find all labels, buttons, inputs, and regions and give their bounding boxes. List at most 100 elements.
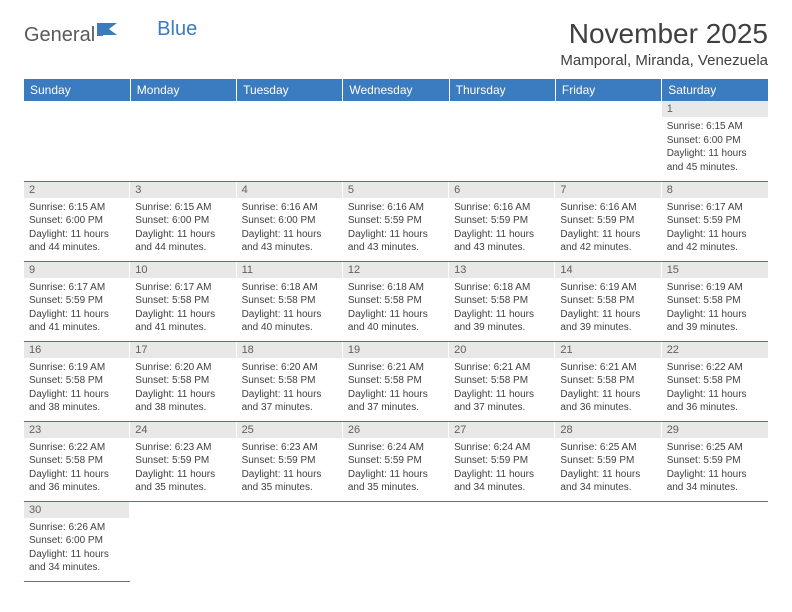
calendar-cell: 9Sunrise: 6:17 AMSunset: 5:59 PMDaylight…: [24, 261, 130, 341]
day-number: 22: [662, 342, 768, 358]
day-body: Sunrise: 6:21 AMSunset: 5:58 PMDaylight:…: [555, 358, 661, 418]
daylight-text: Daylight: 11 hours: [348, 388, 444, 402]
daylight-text: Daylight: 11 hours: [667, 147, 763, 161]
daylight-text: Daylight: 11 hours: [348, 468, 444, 482]
sunset-text: Sunset: 5:59 PM: [454, 214, 550, 228]
sunrise-text: Sunrise: 6:21 AM: [560, 361, 656, 375]
calendar-row: 1Sunrise: 6:15 AMSunset: 6:00 PMDaylight…: [24, 101, 768, 181]
day-number: 24: [130, 422, 236, 438]
daylight-text: and 39 minutes.: [454, 321, 550, 335]
day-number: 14: [555, 262, 661, 278]
sunrise-text: Sunrise: 6:20 AM: [242, 361, 338, 375]
calendar-body: 1Sunrise: 6:15 AMSunset: 6:00 PMDaylight…: [24, 101, 768, 581]
daylight-text: Daylight: 11 hours: [560, 308, 656, 322]
sunrise-text: Sunrise: 6:18 AM: [454, 281, 550, 295]
day-number: 2: [24, 182, 130, 198]
daylight-text: and 34 minutes.: [560, 481, 656, 495]
daylight-text: Daylight: 11 hours: [348, 308, 444, 322]
day-number: 21: [555, 342, 661, 358]
day-body: Sunrise: 6:18 AMSunset: 5:58 PMDaylight:…: [449, 278, 555, 338]
sunrise-text: Sunrise: 6:18 AM: [242, 281, 338, 295]
daylight-text: Daylight: 11 hours: [454, 388, 550, 402]
daylight-text: Daylight: 11 hours: [242, 468, 338, 482]
daylight-text: and 36 minutes.: [560, 401, 656, 415]
daylight-text: Daylight: 11 hours: [135, 468, 231, 482]
calendar-table: SundayMondayTuesdayWednesdayThursdayFrid…: [24, 79, 768, 582]
day-body: Sunrise: 6:16 AMSunset: 6:00 PMDaylight:…: [237, 198, 343, 258]
sunset-text: Sunset: 5:58 PM: [29, 454, 125, 468]
calendar-cell: 24Sunrise: 6:23 AMSunset: 5:59 PMDayligh…: [130, 421, 236, 501]
day-number: 28: [555, 422, 661, 438]
day-number: 30: [24, 502, 130, 518]
day-body: Sunrise: 6:16 AMSunset: 5:59 PMDaylight:…: [555, 198, 661, 258]
day-body: Sunrise: 6:19 AMSunset: 5:58 PMDaylight:…: [662, 278, 768, 338]
daylight-text: Daylight: 11 hours: [242, 308, 338, 322]
sunrise-text: Sunrise: 6:26 AM: [29, 521, 125, 535]
logo-word1: General: [24, 24, 95, 47]
sunrise-text: Sunrise: 6:15 AM: [667, 120, 763, 134]
daylight-text: Daylight: 11 hours: [135, 228, 231, 242]
sunset-text: Sunset: 5:58 PM: [454, 294, 550, 308]
sunrise-text: Sunrise: 6:19 AM: [560, 281, 656, 295]
daylight-text: Daylight: 11 hours: [454, 468, 550, 482]
daylight-text: Daylight: 11 hours: [560, 388, 656, 402]
day-body: Sunrise: 6:21 AMSunset: 5:58 PMDaylight:…: [449, 358, 555, 418]
day-body: Sunrise: 6:15 AMSunset: 6:00 PMDaylight:…: [662, 117, 768, 177]
logo: General Blue: [24, 18, 197, 47]
calendar-cell: 6Sunrise: 6:16 AMSunset: 5:59 PMDaylight…: [449, 181, 555, 261]
sunset-text: Sunset: 5:58 PM: [29, 374, 125, 388]
calendar-row: 2Sunrise: 6:15 AMSunset: 6:00 PMDaylight…: [24, 181, 768, 261]
calendar-cell: 14Sunrise: 6:19 AMSunset: 5:58 PMDayligh…: [555, 261, 661, 341]
sunset-text: Sunset: 6:00 PM: [135, 214, 231, 228]
daylight-text: and 36 minutes.: [29, 481, 125, 495]
day-number: 9: [24, 262, 130, 278]
sunset-text: Sunset: 5:59 PM: [667, 454, 763, 468]
daylight-text: and 35 minutes.: [348, 481, 444, 495]
day-body: Sunrise: 6:15 AMSunset: 6:00 PMDaylight:…: [130, 198, 236, 258]
sunrise-text: Sunrise: 6:23 AM: [242, 441, 338, 455]
calendar-row: 23Sunrise: 6:22 AMSunset: 5:58 PMDayligh…: [24, 421, 768, 501]
calendar-cell: 15Sunrise: 6:19 AMSunset: 5:58 PMDayligh…: [662, 261, 768, 341]
day-body: Sunrise: 6:19 AMSunset: 5:58 PMDaylight:…: [24, 358, 130, 418]
calendar-row: 16Sunrise: 6:19 AMSunset: 5:58 PMDayligh…: [24, 341, 768, 421]
daylight-text: Daylight: 11 hours: [29, 388, 125, 402]
daylight-text: and 37 minutes.: [242, 401, 338, 415]
sunrise-text: Sunrise: 6:17 AM: [29, 281, 125, 295]
sunrise-text: Sunrise: 6:18 AM: [348, 281, 444, 295]
day-body: Sunrise: 6:23 AMSunset: 5:59 PMDaylight:…: [130, 438, 236, 498]
calendar-cell: [449, 101, 555, 181]
calendar-cell: [130, 501, 236, 581]
sunrise-text: Sunrise: 6:17 AM: [667, 201, 763, 215]
day-number: 16: [24, 342, 130, 358]
sunrise-text: Sunrise: 6:17 AM: [135, 281, 231, 295]
daylight-text: and 35 minutes.: [135, 481, 231, 495]
sunrise-text: Sunrise: 6:19 AM: [667, 281, 763, 295]
calendar-cell: 8Sunrise: 6:17 AMSunset: 5:59 PMDaylight…: [662, 181, 768, 261]
sunset-text: Sunset: 5:59 PM: [454, 454, 550, 468]
day-body: Sunrise: 6:20 AMSunset: 5:58 PMDaylight:…: [130, 358, 236, 418]
daylight-text: and 40 minutes.: [242, 321, 338, 335]
sunset-text: Sunset: 5:58 PM: [135, 374, 231, 388]
sunset-text: Sunset: 5:59 PM: [348, 454, 444, 468]
daylight-text: and 43 minutes.: [454, 241, 550, 255]
daylight-text: Daylight: 11 hours: [667, 308, 763, 322]
sunrise-text: Sunrise: 6:23 AM: [135, 441, 231, 455]
calendar-cell: [343, 101, 449, 181]
day-number: 10: [130, 262, 236, 278]
weekday-row: SundayMondayTuesdayWednesdayThursdayFrid…: [24, 79, 768, 101]
daylight-text: Daylight: 11 hours: [667, 468, 763, 482]
calendar-cell: [237, 501, 343, 581]
daylight-text: and 42 minutes.: [667, 241, 763, 255]
daylight-text: Daylight: 11 hours: [135, 388, 231, 402]
sunrise-text: Sunrise: 6:16 AM: [242, 201, 338, 215]
weekday-header: Friday: [555, 79, 661, 101]
weekday-header: Saturday: [662, 79, 768, 101]
day-body: Sunrise: 6:21 AMSunset: 5:58 PMDaylight:…: [343, 358, 449, 418]
weekday-header: Monday: [130, 79, 236, 101]
daylight-text: and 45 minutes.: [667, 161, 763, 175]
day-number: 20: [449, 342, 555, 358]
daylight-text: and 37 minutes.: [454, 401, 550, 415]
day-number: 25: [237, 422, 343, 438]
daylight-text: and 34 minutes.: [454, 481, 550, 495]
sunset-text: Sunset: 5:58 PM: [242, 374, 338, 388]
